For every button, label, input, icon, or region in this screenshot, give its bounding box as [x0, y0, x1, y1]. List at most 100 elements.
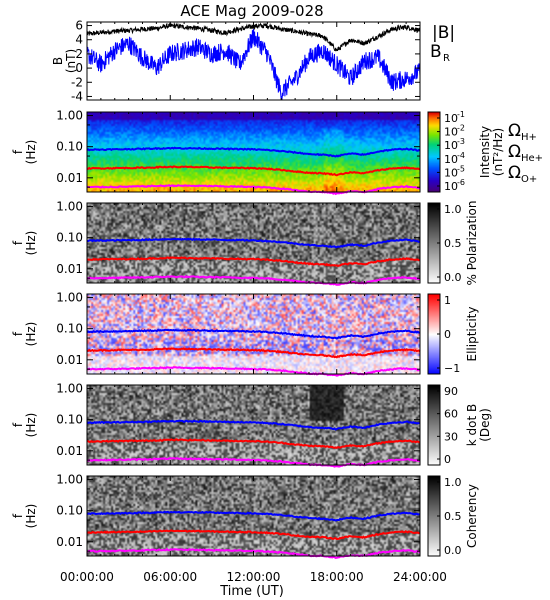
y-axis-label: f	[11, 513, 25, 518]
y-tick-label: 0.01	[56, 535, 83, 549]
legend-omega-symbol: Ω	[508, 121, 521, 141]
legend-b-r-subscript: R	[443, 53, 450, 64]
colorbar-label: Coherency	[465, 484, 479, 548]
spectrogram-image	[87, 385, 420, 465]
colorbar-gradient	[428, 476, 440, 556]
spectrogram-image	[87, 476, 420, 556]
colorbar-tick-label: 1	[444, 294, 451, 307]
colorbar-tick-label: 0.0	[444, 544, 462, 557]
colorbar-tick-label: 10	[444, 112, 458, 125]
colorbar-frame	[427, 111, 441, 193]
gyro-line-H	[86, 510, 421, 522]
colorbar-tick-label: 0.0	[444, 271, 462, 284]
colorbar-tick-exponent: -1	[457, 110, 465, 119]
y-tick-label: 0.10	[56, 413, 83, 427]
colorbar-gradient	[428, 203, 440, 283]
x-tick-label: 24:00:00	[393, 570, 447, 584]
colorbar-label: Ellipticity	[465, 307, 479, 362]
colorbar-label: (nT²/Hz)	[491, 128, 505, 176]
y-tick-label: 0.01	[56, 444, 83, 458]
colorbar-tick-exponent: -2	[457, 124, 465, 133]
gyro-line-He	[86, 165, 421, 177]
y-axis-unit: (Hz)	[24, 413, 38, 438]
series-line-b-r	[86, 28, 421, 101]
polarization-panel: 1.00 0.10 0.01 f (Hz) 1.0 0.5 0.0% Polarization	[11, 200, 479, 286]
colorbar-label: Intensity	[478, 126, 492, 178]
y-tick-label: -4	[71, 89, 83, 103]
colorbar-gradient	[428, 294, 440, 374]
ellipticity-panel: 1.00 0.10 0.01 f (Hz) 1 0 −1 Ellipticity	[11, 291, 479, 377]
y-tick-label: 0.10	[56, 504, 83, 518]
y-tick-label: 1.00	[56, 473, 83, 487]
y-axis-label: B	[51, 57, 65, 65]
colorbar-tick-label: 10	[444, 180, 458, 193]
colorbar-tick-exponent: -5	[457, 164, 465, 173]
y-tick-label: 1.00	[56, 109, 83, 123]
gyro-line-H	[87, 237, 421, 249]
legend-ion-label: O+	[521, 174, 537, 185]
kdotb-panel: 1.00 0.10 0.01 f (Hz) 90 60 30 0 k dot B (Deg)	[11, 382, 492, 468]
y-axis-label: f	[11, 149, 25, 154]
x-tick-label: 00:00:00	[60, 570, 114, 584]
y-axis-unit: (Hz)	[24, 231, 38, 256]
colorbar-tick-label: 90	[444, 385, 458, 398]
legend-ion-label: He+	[521, 153, 543, 164]
legend-omega-symbol: Ω	[508, 163, 521, 183]
y-tick-label: -2	[71, 75, 83, 89]
y-tick-label: 4	[75, 33, 83, 47]
x-tick-label: 12:00:00	[227, 570, 281, 584]
colorbar-tick-label: 10	[444, 126, 458, 139]
colorbar-tick-label: 10	[444, 153, 458, 166]
spectrogram-image	[87, 203, 420, 283]
y-tick-label: 2	[75, 47, 83, 61]
y-axis-unit: (Hz)	[24, 140, 38, 165]
y-tick-label: 0.10	[56, 322, 83, 336]
gyro-line-He	[87, 347, 421, 359]
y-tick-label: 1.00	[56, 382, 83, 396]
y-axis-unit: (Hz)	[24, 322, 38, 347]
legend-b-total: |B|	[432, 23, 455, 43]
colorbar-label: (Deg)	[478, 408, 492, 442]
chart-title: ACE Mag 2009-028	[180, 2, 323, 20]
x-tick-label: 18:00:00	[310, 570, 364, 584]
colorbar-tick-label: 10	[444, 166, 458, 179]
y-axis-label: f	[11, 331, 25, 336]
gyro-line-He	[86, 438, 421, 450]
colorbar-gradient	[428, 385, 440, 465]
series-line-b-total	[86, 21, 421, 52]
y-tick-label: 6	[75, 19, 83, 33]
colorbar-tick-label: 0.5	[444, 510, 462, 523]
colorbar-gradient	[428, 112, 440, 192]
colorbar-tick-label: 1.0	[444, 203, 462, 216]
colorbar-tick-label: 10	[444, 139, 458, 152]
y-axis-unit: (Hz)	[24, 504, 38, 529]
x-tick-label: 06:00:00	[143, 570, 197, 584]
legend-b-r: B	[430, 42, 442, 62]
colorbar-tick-exponent: -4	[457, 151, 465, 160]
legend-ion-label: H+	[521, 132, 537, 143]
y-axis-label: f	[11, 422, 25, 427]
y-tick-label: 0.01	[56, 171, 83, 185]
legend-omega-symbol: Ω	[508, 142, 521, 162]
colorbar-label: k dot B	[465, 404, 479, 446]
y-tick-label: 1.00	[56, 291, 83, 305]
intensity-panel: 1.000.100.01f (Hz)10-110-210-310-410 -510-…	[11, 109, 543, 196]
colorbar-tick-exponent: -3	[457, 137, 465, 146]
gyro-line-He	[86, 529, 421, 541]
colorbar: 1 0 −1 Ellipticity	[427, 293, 479, 375]
spectrogram-image	[87, 112, 420, 192]
spectrogram-image	[87, 294, 420, 374]
colorbar-tick-label: 30	[444, 430, 458, 443]
colorbar-frame	[427, 384, 441, 466]
colorbar-tick-label: 0.5	[444, 237, 462, 250]
colorbar: 1.0 0.5 0.0% Polarization	[427, 201, 479, 285]
gyro-line-H	[86, 146, 421, 158]
colorbar: 90 60 30 0 k dot B (Deg)	[427, 384, 492, 466]
y-tick-label: 1.00	[56, 200, 83, 214]
y-tick-label: 0	[75, 61, 83, 75]
x-axis-label: Time (UT)	[219, 584, 284, 599]
gyro-line-He	[86, 256, 421, 268]
